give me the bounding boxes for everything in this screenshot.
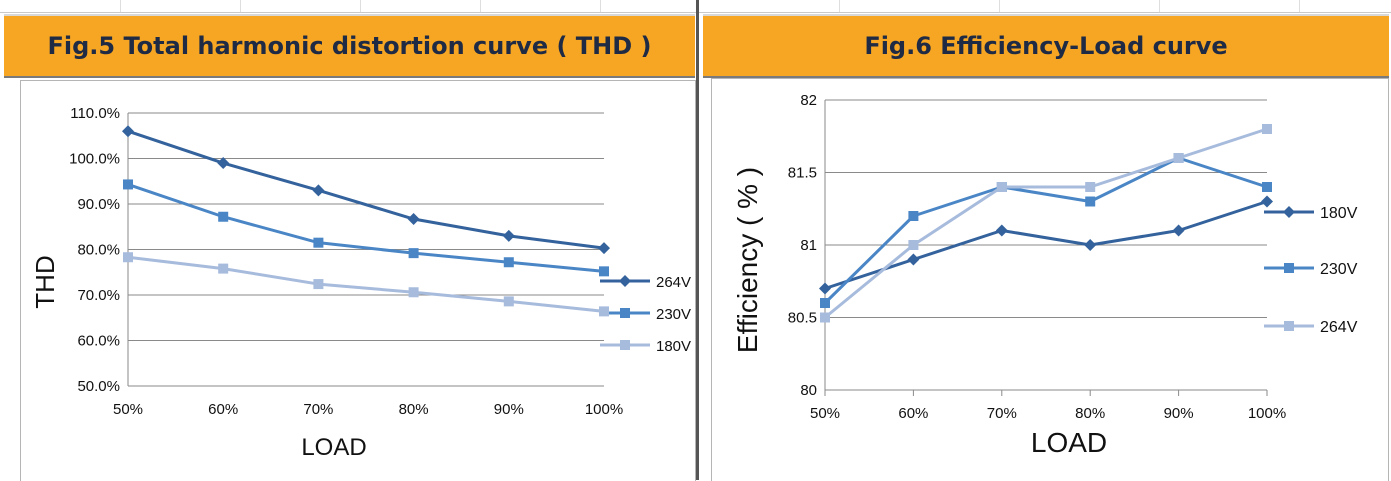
x-tick-label: 80% — [1075, 405, 1105, 422]
efficiency-panel-title: Fig.6 Efficiency-Load curve — [703, 14, 1389, 78]
legend-label: 264V — [1320, 319, 1358, 336]
legend-marker — [619, 275, 631, 287]
legend-label: 180V — [656, 338, 691, 355]
data-point-230v — [908, 211, 919, 221]
x-tick-label: 60% — [208, 401, 238, 418]
data-point-180v — [503, 296, 514, 307]
data-point-264v — [820, 312, 830, 323]
y-axis-title: Efficiency ( % ) — [732, 167, 763, 353]
series-line-230v — [823, 156, 1268, 305]
data-point-264v — [407, 213, 420, 226]
data-point-264v — [1085, 182, 1096, 192]
data-point-180v — [995, 224, 1008, 237]
legend-marker — [1283, 206, 1295, 218]
data-point-230v — [123, 179, 133, 190]
x-tick-label: 100% — [585, 401, 623, 418]
efficiency-chart: 80 80.5 81 81.5 82 50% 60% 70% 80% 90% 100% LOAD Eff… — [732, 92, 1358, 458]
x-tick-label: 100% — [1248, 405, 1286, 422]
legend-marker — [1284, 263, 1294, 273]
data-point-180v — [1261, 195, 1273, 208]
data-point-264v — [122, 125, 134, 138]
data-point-230v — [820, 298, 830, 308]
series-line-230v — [127, 183, 605, 273]
y-tick-label: 110.0% — [70, 105, 120, 122]
data-point-230v — [313, 237, 324, 248]
y-tick-label: 81.5 — [788, 165, 817, 182]
x-tick-label: 70% — [303, 401, 333, 418]
data-point-180v — [599, 306, 609, 317]
data-point-230v — [1262, 182, 1272, 192]
legend-label: 180V — [1320, 205, 1358, 222]
legend-marker — [620, 308, 630, 318]
data-point-180v — [218, 263, 229, 274]
y-tick-label: 100.0% — [69, 151, 120, 168]
series-line-180v — [824, 200, 1268, 290]
y-tick-label: 90.0% — [77, 196, 120, 213]
series-line-180v — [127, 255, 605, 313]
series-line-264v — [127, 129, 605, 250]
y-tick-label: 80 — [800, 382, 817, 399]
data-point-180v — [123, 252, 133, 263]
data-point-180v — [819, 282, 831, 295]
data-point-180v — [408, 287, 419, 298]
legend-marker — [1284, 321, 1294, 331]
spreadsheet-grid-strip — [0, 0, 697, 13]
legend-label: 264V — [656, 274, 691, 291]
data-point-230v — [408, 248, 419, 259]
x-tick-label: 80% — [399, 401, 429, 418]
data-point-264v — [217, 157, 230, 170]
y-tick-label: 80.5 — [788, 310, 817, 327]
data-point-230v — [218, 211, 229, 222]
panel-divider — [696, 0, 699, 480]
thd-panel: Fig.5 Total harmonic distortion curve ( … — [0, 0, 697, 481]
data-point-264v — [1173, 153, 1184, 163]
data-point-180v — [907, 253, 920, 266]
thd-chart: 50.0% 60.0% 70.0% 80.0% 90.0% 100.0% 110.0% 50%… — [30, 105, 691, 461]
legend-label: 230V — [656, 306, 691, 323]
efficiency-chart-frame — [711, 78, 1389, 481]
x-tick-label: 90% — [494, 401, 524, 418]
x-tick-label: 50% — [113, 401, 143, 418]
data-point-264v — [598, 242, 610, 255]
data-point-264v — [312, 184, 325, 197]
x-tick-label: 70% — [987, 405, 1017, 422]
y-axis-title: THD — [30, 255, 60, 308]
thd-chart-frame — [20, 80, 696, 481]
data-point-264v — [1262, 124, 1272, 134]
data-point-264v — [502, 229, 515, 242]
data-point-180v — [1084, 239, 1097, 251]
x-tick-label: 60% — [898, 405, 928, 422]
data-point-180v — [1172, 224, 1185, 237]
x-axis-title: LOAD — [1031, 427, 1107, 458]
x-axis-title: LOAD — [301, 434, 366, 461]
data-point-264v — [908, 240, 919, 250]
y-tick-label: 82 — [800, 92, 817, 109]
data-point-264v — [996, 182, 1007, 192]
thd-panel-title: Fig.5 Total harmonic distortion curve ( … — [4, 14, 695, 78]
data-point-230v — [503, 257, 514, 268]
y-tick-label: 60.0% — [77, 333, 120, 350]
spreadsheet-grid-strip — [699, 0, 1391, 13]
legend-label: 230V — [1320, 261, 1358, 278]
y-tick-label: 81 — [800, 237, 817, 254]
y-tick-label: 80.0% — [77, 242, 120, 259]
legend-marker — [620, 340, 630, 350]
series-line-264v — [824, 127, 1268, 319]
data-point-230v — [599, 266, 609, 277]
y-tick-label: 50.0% — [77, 378, 120, 395]
x-tick-label: 50% — [810, 405, 840, 422]
data-point-180v — [313, 279, 324, 290]
y-tick-label: 70.0% — [77, 287, 120, 304]
data-point-230v — [1085, 196, 1096, 207]
x-tick-label: 90% — [1164, 405, 1194, 422]
